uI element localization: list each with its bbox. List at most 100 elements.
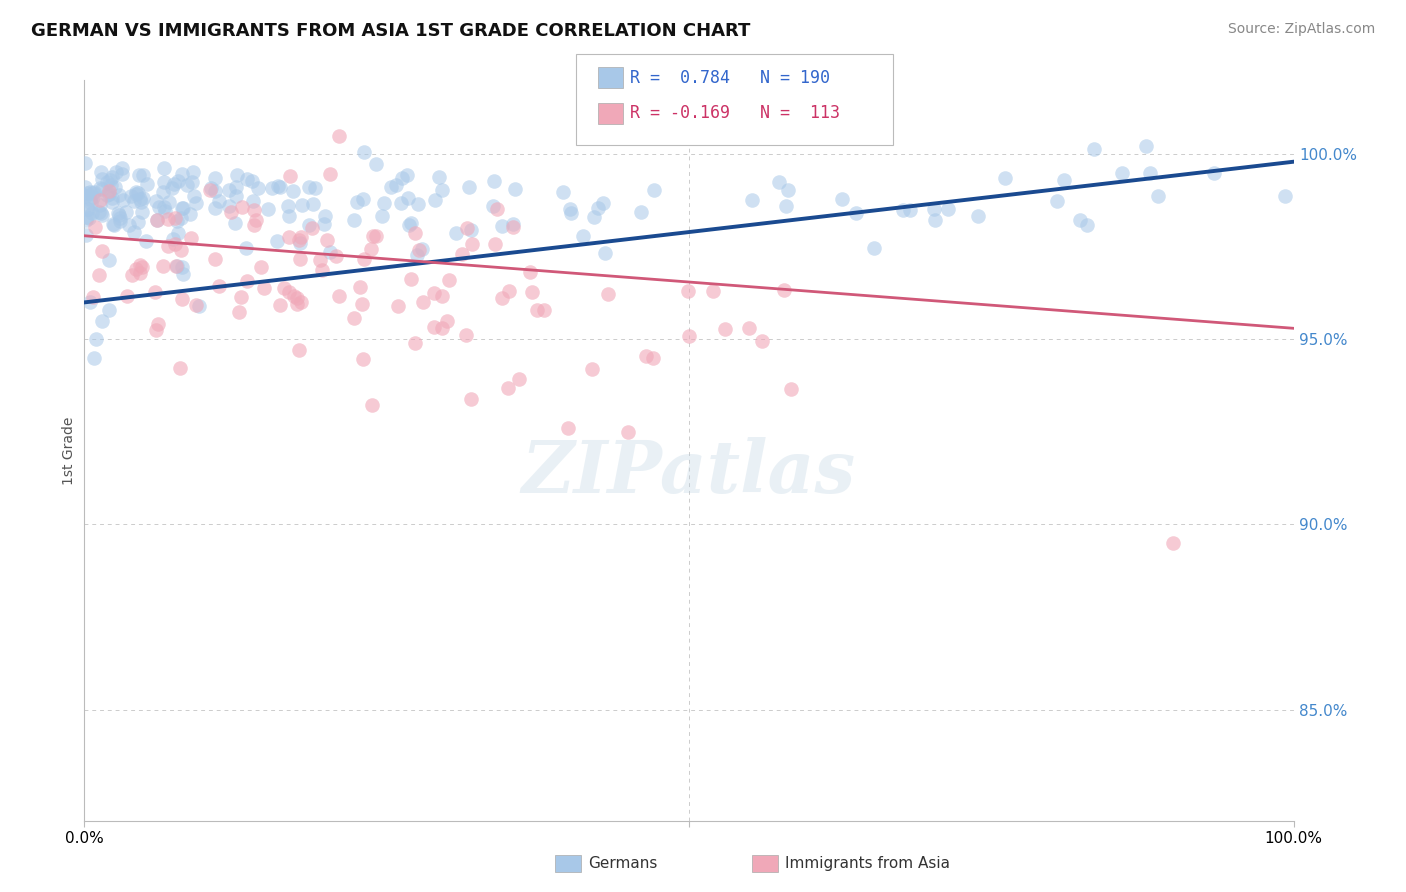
Point xyxy=(153,204,176,219)
Point xyxy=(96,175,118,189)
Point xyxy=(281,184,304,198)
Point xyxy=(318,167,340,181)
Point xyxy=(768,175,790,189)
Point xyxy=(269,179,291,194)
Point xyxy=(145,194,167,209)
Point xyxy=(360,242,382,256)
Point xyxy=(166,227,188,241)
Point xyxy=(267,179,290,194)
Point xyxy=(172,201,194,215)
Text: Germans: Germans xyxy=(588,856,657,871)
Point xyxy=(432,320,454,334)
Point xyxy=(131,205,153,219)
Point xyxy=(924,213,946,227)
Point xyxy=(1076,218,1098,232)
Point xyxy=(533,302,555,317)
Point xyxy=(127,215,149,229)
Point xyxy=(319,245,342,260)
Point xyxy=(314,218,336,232)
Point xyxy=(485,202,508,217)
Point xyxy=(1139,166,1161,180)
Point xyxy=(273,281,295,295)
Point xyxy=(288,234,311,248)
Point xyxy=(236,172,259,186)
Point xyxy=(408,243,430,257)
Point xyxy=(288,343,311,357)
Point xyxy=(451,247,474,261)
Point xyxy=(994,171,1017,186)
Point xyxy=(430,183,453,197)
Point xyxy=(91,314,114,328)
Text: R =  0.784   N = 190: R = 0.784 N = 190 xyxy=(630,69,830,87)
Point xyxy=(179,207,201,221)
Point xyxy=(288,252,311,266)
Point xyxy=(76,210,98,224)
Point xyxy=(384,178,406,192)
Point xyxy=(350,297,373,311)
Point xyxy=(779,382,801,396)
Y-axis label: 1st Grade: 1st Grade xyxy=(62,417,76,484)
Point xyxy=(1111,166,1133,180)
Point xyxy=(104,165,127,179)
Point xyxy=(352,192,374,206)
Point xyxy=(290,236,312,251)
Point xyxy=(460,392,482,406)
Point xyxy=(572,228,595,243)
Point xyxy=(170,211,193,225)
Text: ZIPatlas: ZIPatlas xyxy=(522,437,856,508)
Point xyxy=(124,185,146,199)
Point xyxy=(496,380,519,394)
Point xyxy=(924,202,946,216)
Point xyxy=(90,165,112,179)
Point xyxy=(1274,189,1296,203)
Point xyxy=(713,321,735,335)
Point xyxy=(79,186,101,200)
Point xyxy=(187,300,209,314)
Point xyxy=(242,194,264,208)
Point xyxy=(165,236,187,251)
Point xyxy=(936,202,959,217)
Point xyxy=(204,170,226,185)
Point xyxy=(586,201,609,215)
Point xyxy=(218,199,240,213)
Point xyxy=(461,237,484,252)
Point xyxy=(148,200,170,214)
Point xyxy=(101,195,124,210)
Point xyxy=(200,181,222,195)
Point xyxy=(395,168,418,182)
Point xyxy=(98,184,121,198)
Point xyxy=(125,262,148,277)
Point xyxy=(773,283,796,297)
Point xyxy=(79,295,101,310)
Point xyxy=(82,190,104,204)
Point xyxy=(560,206,582,220)
Text: R = -0.169   N =  113: R = -0.169 N = 113 xyxy=(630,104,839,122)
Point xyxy=(678,328,700,343)
Point xyxy=(75,227,97,242)
Point xyxy=(702,285,724,299)
Point xyxy=(460,223,482,237)
Point xyxy=(103,218,125,232)
Point xyxy=(160,181,183,195)
Point xyxy=(124,194,146,209)
Point xyxy=(125,186,148,201)
Point xyxy=(349,280,371,294)
Point xyxy=(204,184,226,198)
Point xyxy=(108,211,131,226)
Point xyxy=(172,201,194,215)
Point xyxy=(491,219,513,234)
Point xyxy=(309,252,332,267)
Point xyxy=(176,178,198,193)
Point xyxy=(967,209,990,223)
Point xyxy=(776,183,799,197)
Point xyxy=(122,225,145,239)
Point xyxy=(170,260,193,274)
Point xyxy=(127,186,149,201)
Point xyxy=(76,202,98,216)
Point xyxy=(406,248,429,262)
Point xyxy=(73,156,96,170)
Point xyxy=(278,169,301,183)
Point xyxy=(404,226,426,240)
Point xyxy=(519,265,541,279)
Point xyxy=(172,167,194,181)
